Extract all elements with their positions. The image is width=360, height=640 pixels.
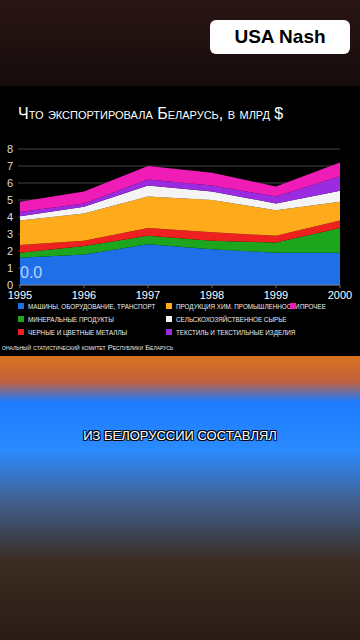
- x-tick-label: 1995: [8, 289, 32, 301]
- x-tick-label: 1996: [72, 289, 96, 301]
- legend-swatch: [290, 303, 296, 309]
- legend-label: ПРОЧЕЕ: [300, 303, 326, 310]
- y-tick-label: 3: [7, 228, 13, 240]
- source-note: ональный статистический комитет Республи…: [2, 343, 174, 352]
- legend: МАШИНЫ, ОБОРУДОВАНИЕ, ТРАНСПОРТ МИНЕРАЛЬН…: [18, 303, 326, 337]
- grid: [18, 149, 340, 285]
- y-tick-label: 4: [7, 211, 13, 223]
- x-tick: [148, 285, 149, 288]
- legend-label: МИНЕРАЛЬНЫЕ ПРОДУКТЫ: [28, 316, 114, 324]
- x-tick: [276, 285, 277, 288]
- legend-label: СЕЛЬСКОХОЗЯЙСТВЕННОЕ СЫРЬЕ: [176, 315, 287, 323]
- legend-swatch: [166, 303, 172, 309]
- grid-line: [18, 149, 340, 150]
- y-tick-label: 1: [7, 262, 13, 274]
- y-tick-label: 5: [7, 194, 13, 206]
- subtitle-caption: ИЗ БЕЛОРУССИИ СОСТАВЛЯЛ: [0, 428, 360, 443]
- y-tick-label: 8: [7, 143, 13, 155]
- chart: Что экспортировала Беларусь, в млрд $012…: [0, 0, 360, 640]
- y-tick-label: 6: [7, 177, 13, 189]
- y-tick-label: 2: [7, 245, 13, 257]
- channel-badge: USA Nash: [210, 20, 350, 54]
- legend-label: МАШИНЫ, ОБОРУДОВАНИЕ, ТРАНСПОРТ: [28, 303, 155, 311]
- grid-line: [18, 166, 340, 167]
- x-tick: [20, 285, 21, 288]
- legend-swatch: [166, 316, 172, 322]
- x-tick: [84, 285, 85, 288]
- x-tick-label: 2000: [328, 289, 352, 301]
- legend-swatch: [18, 316, 24, 322]
- x-tick-label: 1997: [136, 289, 160, 301]
- chart-title: Что экспортировала Беларусь, в млрд $: [18, 105, 283, 122]
- legend-swatch: [166, 329, 172, 335]
- x-tick: [340, 285, 341, 288]
- legend-swatch: [18, 329, 24, 335]
- x-tick: [212, 285, 213, 288]
- legend-label: ЧЕРНЫЕ И ЦВЕТНЫЕ МЕТАЛЛЫ: [28, 329, 128, 337]
- area-series: [20, 163, 340, 212]
- areas: [20, 163, 340, 285]
- counter-annotation: 0.0: [20, 264, 42, 281]
- x-tick-label: 1998: [200, 289, 224, 301]
- legend-swatch: [18, 303, 24, 309]
- legend-label: ПРОДУКЦИЯ ХИМ. ПРОМЫШЛЕННОСТИ: [176, 303, 300, 311]
- x-axis-line: [20, 285, 340, 286]
- y-tick-label: 7: [7, 160, 13, 172]
- video-background: [0, 356, 360, 640]
- x-tick-label: 1999: [264, 289, 288, 301]
- legend-label: ТЕКСТИЛЬ И ТЕКСТИЛЬНЫЕ ИЗДЕЛИЯ: [176, 329, 296, 337]
- grid-line: [18, 285, 340, 286]
